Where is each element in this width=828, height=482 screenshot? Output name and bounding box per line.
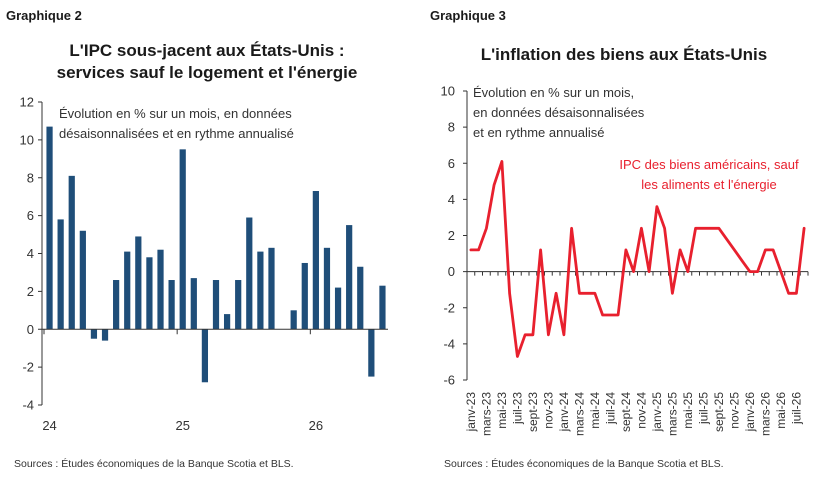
y-tick-label: 4 bbox=[448, 192, 455, 207]
chart-note-line2: désaisonnalisées et en rythme annualisé bbox=[59, 126, 294, 141]
x-tick-label: janv-23 bbox=[464, 392, 478, 433]
bar bbox=[357, 266, 364, 330]
x-tick-label: 24 bbox=[42, 418, 56, 433]
y-tick-label: -4 bbox=[443, 336, 455, 351]
x-tick-label: janv-25 bbox=[650, 392, 664, 433]
y-tick-label: 10 bbox=[20, 132, 34, 147]
chart-title: L'IPC sous-jacent aux États-Unis : servi… bbox=[0, 40, 414, 84]
bar bbox=[68, 175, 75, 330]
y-tick-label: -6 bbox=[443, 373, 455, 388]
y-tick-label: 6 bbox=[27, 208, 34, 223]
x-tick-label: 26 bbox=[309, 418, 323, 433]
bar-series bbox=[46, 126, 386, 383]
x-tick-label: nov-23 bbox=[541, 392, 555, 429]
line-series bbox=[469, 159, 806, 358]
y-tick-label: 4 bbox=[27, 246, 34, 261]
y-tick-label: -4 bbox=[22, 398, 34, 413]
x-tick-label: janv-24 bbox=[557, 392, 571, 433]
bar bbox=[368, 329, 375, 377]
bar bbox=[57, 219, 64, 330]
bar bbox=[268, 247, 275, 330]
y-tick-label: 8 bbox=[27, 170, 34, 185]
bar bbox=[90, 329, 98, 339]
bar bbox=[201, 329, 209, 383]
y-tick-label: 8 bbox=[448, 120, 455, 135]
bar bbox=[168, 280, 175, 330]
x-tick-label: mars-23 bbox=[479, 392, 493, 436]
x-tick-label: mars-24 bbox=[572, 392, 586, 436]
y-tick-label: 12 bbox=[20, 95, 34, 110]
x-tick-label: mai-24 bbox=[588, 392, 602, 429]
bar bbox=[301, 262, 308, 330]
chart-note-line3: et en rythme annualisé bbox=[473, 125, 605, 140]
series-label-line2: les aliments et l'énergie bbox=[641, 177, 776, 192]
chart-note-line1: Évolution en % sur un mois, en données bbox=[59, 106, 292, 121]
bar bbox=[223, 314, 231, 330]
bar bbox=[124, 251, 131, 330]
y-tick-label: 2 bbox=[27, 284, 34, 299]
y-tick-label: 0 bbox=[27, 322, 34, 337]
chart-note-line1: Évolution en % sur un mois, bbox=[473, 85, 634, 100]
bar bbox=[212, 280, 220, 330]
x-tick-label: nov-25 bbox=[727, 392, 741, 429]
x-tick-label: mai-26 bbox=[774, 392, 788, 429]
x-tick-label: sept-24 bbox=[619, 392, 633, 432]
bar bbox=[246, 217, 253, 330]
x-tick-label: mai-23 bbox=[495, 392, 509, 429]
y-tick-label: 0 bbox=[448, 264, 455, 279]
x-tick-label: juil-23 bbox=[510, 392, 524, 425]
chart-label: Graphique 2 bbox=[6, 8, 82, 23]
bar bbox=[323, 247, 331, 330]
chart-note-line2: en données désaisonnalisées bbox=[473, 105, 645, 120]
bar bbox=[190, 278, 197, 330]
source-note: Sources : Études économiques de la Banqu… bbox=[14, 458, 294, 470]
x-tick-label: juil-24 bbox=[603, 392, 617, 425]
bar bbox=[79, 230, 86, 330]
bar bbox=[235, 280, 242, 330]
bar bbox=[157, 249, 164, 330]
chart-title-line1: L'IPC sous-jacent aux États-Unis : bbox=[69, 41, 345, 60]
series-label-line1: IPC des biens américains, sauf bbox=[619, 157, 799, 172]
chart-title-line2: services sauf le logement et l'énergie bbox=[56, 63, 358, 82]
x-tick-label: mars-26 bbox=[758, 392, 772, 436]
bar bbox=[346, 225, 353, 330]
bar bbox=[179, 149, 186, 330]
x-axis: janv-23 mars-23 mai-23 juil-23 sept-23 nov-23… bbox=[464, 271, 809, 436]
bar bbox=[312, 191, 319, 330]
x-axis: 24 25 26 bbox=[42, 328, 388, 433]
chart-panel-right: Graphique 3 L'inflation des biens aux Ét… bbox=[420, 0, 828, 482]
y-tick-label: 6 bbox=[448, 156, 455, 171]
y-tick-label: -2 bbox=[22, 360, 34, 375]
bar bbox=[257, 251, 264, 330]
chart-title: L'inflation des biens aux États-Unis bbox=[480, 45, 768, 64]
x-tick-label: juil-26 bbox=[789, 392, 803, 425]
y-tick-label: 10 bbox=[441, 84, 455, 99]
y-tick-label: -2 bbox=[443, 300, 455, 315]
bar bbox=[290, 310, 297, 330]
chart-panel-left: Graphique 2 L'IPC sous-jacent aux États-… bbox=[0, 8, 414, 470]
y-axis: -4 -2 0 2 4 6 8 10 12 bbox=[20, 95, 43, 413]
bar bbox=[101, 329, 109, 341]
bar bbox=[46, 126, 53, 330]
y-tick-label: 2 bbox=[448, 228, 455, 243]
bar bbox=[113, 280, 120, 330]
x-tick-label: janv-26 bbox=[743, 392, 757, 433]
x-tick-label: juil-25 bbox=[696, 392, 710, 425]
x-tick-label: nov-24 bbox=[634, 392, 648, 429]
y-axis: -6 -4 -2 0 2 4 6 8 10 bbox=[441, 84, 468, 388]
bar bbox=[135, 236, 142, 330]
source-note: Sources : Études économiques de la Banqu… bbox=[444, 458, 724, 470]
bar bbox=[146, 257, 153, 330]
x-tick-label: sept-23 bbox=[526, 392, 540, 432]
x-tick-label: sept-25 bbox=[712, 392, 726, 432]
x-tick-label: mai-25 bbox=[681, 392, 695, 429]
series-line bbox=[469, 159, 806, 358]
x-tick-label: 25 bbox=[175, 418, 189, 433]
x-tick-label: mars-25 bbox=[665, 392, 679, 436]
bar bbox=[334, 287, 342, 330]
chart-label: Graphique 3 bbox=[430, 8, 506, 23]
bar bbox=[379, 285, 386, 330]
